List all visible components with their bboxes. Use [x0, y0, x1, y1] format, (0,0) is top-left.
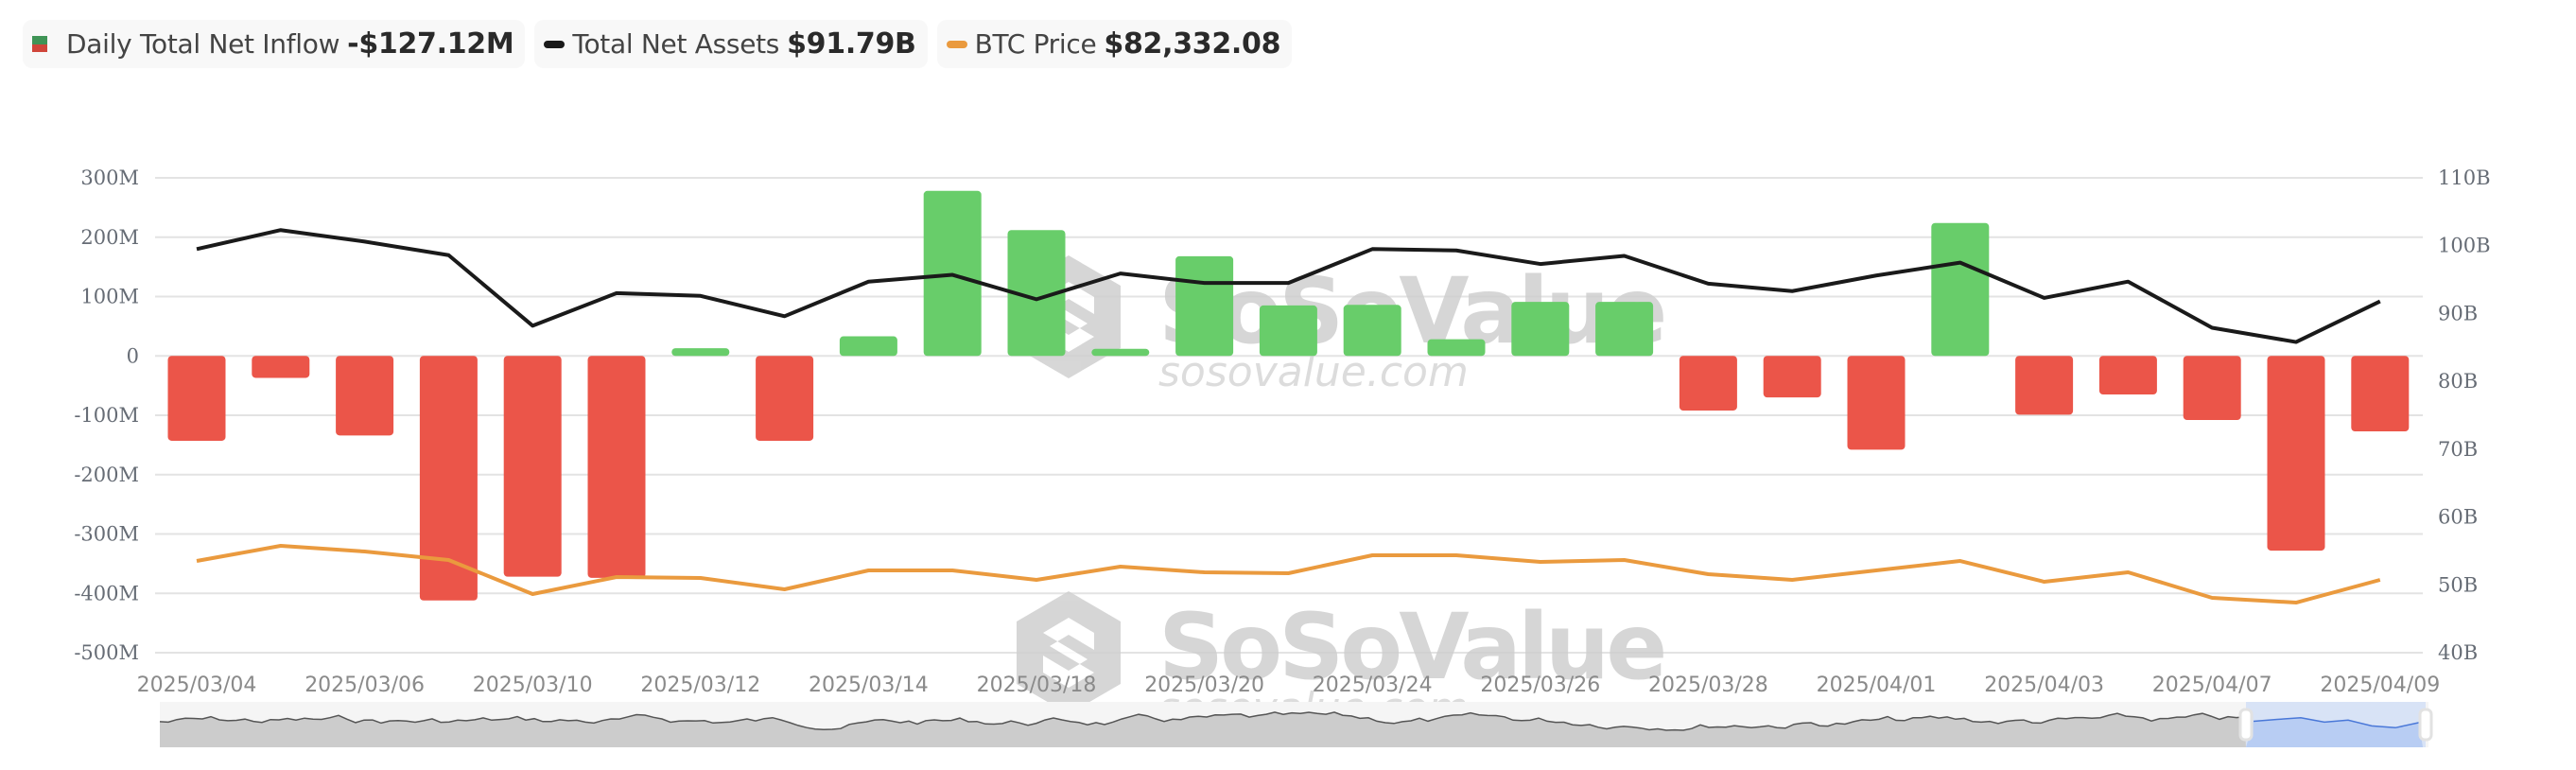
inflow-bar[interactable] [1847, 356, 1906, 450]
gridlines [155, 177, 2423, 654]
inflow-bar[interactable] [1175, 255, 1234, 357]
left-axis-tick: 0 [127, 344, 139, 367]
inflow-bar[interactable] [1679, 356, 1737, 411]
navigator-history-area [160, 711, 2246, 747]
x-axis-tick: 2025/04/09 [2320, 674, 2440, 697]
x-axis-tick: 2025/03/14 [809, 674, 929, 697]
inflow-bar[interactable] [1763, 356, 1821, 398]
right-y-axis: 110B 100B 90B 80B 70B 60B 50B 40B [2438, 166, 2491, 664]
right-axis-tick: 110B [2438, 166, 2491, 189]
navigator-right-handle[interactable] [2418, 708, 2433, 742]
legend-item-net-inflow[interactable]: Daily Total Net Inflow -$127.12M [23, 20, 526, 68]
green-red-bar-icon [32, 36, 47, 52]
left-axis-tick: 300M [80, 166, 139, 189]
left-y-axis: 300M 200M 100M 0 -100M -200M -300M -400M -500M [74, 166, 139, 664]
legend-label: BTC Price [974, 28, 1097, 60]
navigator-left-handle[interactable] [2238, 708, 2254, 742]
x-axis-tick: 2025/03/28 [1648, 674, 1768, 697]
x-axis-tick: 2025/03/26 [1480, 674, 1600, 697]
inflow-bar[interactable] [503, 356, 562, 577]
black-line-icon [544, 40, 566, 48]
right-axis-tick: 40B [2438, 641, 2478, 664]
x-axis-tick: 2025/03/12 [640, 674, 760, 697]
left-axis-tick: -300M [74, 523, 139, 546]
inflow-bar[interactable] [2351, 356, 2410, 432]
inflow-bar[interactable] [1259, 305, 1317, 357]
inflow-bar[interactable] [1511, 302, 1570, 357]
left-axis-tick: -100M [74, 404, 139, 427]
inflow-bar[interactable] [1595, 302, 1654, 357]
x-axis-tick: 2025/03/18 [977, 674, 1097, 697]
x-axis-tick: 2025/03/24 [1313, 674, 1433, 697]
x-axis-tick: 2025/03/10 [473, 674, 593, 697]
left-axis-tick: 100M [80, 286, 139, 308]
btc-price-line[interactable] [196, 544, 2381, 605]
legend-item-btc-price[interactable]: BTC Price $82,332.08 [936, 20, 1293, 68]
inflow-bar[interactable] [671, 348, 730, 357]
inflow-bar[interactable] [2098, 356, 2157, 395]
inflow-bar[interactable] [2015, 356, 2074, 415]
legend-label: Daily Total Net Inflow [66, 28, 340, 60]
x-axis: 2025/03/04 2025/03/06 2025/03/10 2025/03/12… [137, 674, 2441, 697]
x-axis-tick: 2025/04/01 [1817, 674, 1937, 697]
inflow-bar[interactable] [1343, 305, 1401, 357]
x-axis-tick: 2025/04/03 [1984, 674, 2104, 697]
inflow-bar[interactable] [1091, 348, 1150, 357]
inflow-bar[interactable] [419, 356, 478, 601]
right-axis-tick: 80B [2438, 370, 2478, 393]
x-axis-tick: 2025/03/04 [137, 674, 257, 697]
legend-value: $91.79B [787, 27, 916, 61]
inflow-bar[interactable] [2267, 356, 2325, 551]
inflow-bar[interactable] [839, 336, 897, 357]
right-axis-tick: 100B [2438, 235, 2491, 257]
inflow-bar[interactable] [167, 356, 226, 441]
x-axis-tick: 2025/03/06 [305, 674, 425, 697]
legend-value: $82,332.08 [1104, 27, 1281, 61]
svg-text:sosovalue.com: sosovalue.com [1158, 348, 1469, 396]
inflow-bar[interactable] [336, 356, 394, 436]
svg-text:SoSoValue: SoSoValue [1158, 594, 1663, 700]
left-axis-tick: -200M [74, 464, 139, 486]
legend-item-total-net-assets[interactable]: Total Net Assets $91.79B [534, 20, 928, 68]
series-lines[interactable] [196, 228, 2381, 605]
legend: Daily Total Net Inflow -$127.12M Total N… [23, 20, 1293, 68]
left-axis-tick: 200M [80, 226, 139, 249]
right-axis-tick: 50B [2438, 573, 2478, 596]
inflow-bar[interactable] [756, 356, 814, 441]
legend-label: Total Net Assets [572, 28, 780, 60]
right-axis-tick: 90B [2438, 302, 2478, 324]
right-axis-tick: 70B [2438, 438, 2478, 461]
inflow-bar[interactable] [2183, 356, 2241, 421]
legend-value: -$127.12M [347, 27, 514, 61]
x-axis-tick: 2025/03/20 [1144, 674, 1264, 697]
left-axis-tick: -500M [74, 641, 139, 664]
right-axis-tick: 60B [2438, 506, 2478, 529]
inflow-bar[interactable] [1427, 339, 1486, 357]
inflow-bar[interactable] [252, 356, 310, 378]
orange-line-icon [946, 40, 967, 48]
left-axis-tick: -400M [74, 582, 139, 604]
inflow-bar[interactable] [1007, 230, 1066, 357]
inflow-bar[interactable] [587, 356, 646, 578]
inflow-bar[interactable] [1931, 222, 1990, 357]
range-navigator[interactable] [159, 702, 2433, 747]
total-net-assets-line[interactable] [196, 228, 2381, 344]
svg-text:SoSoValue: SoSoValue [1158, 258, 1663, 364]
sosovalue-logo-icon [1017, 591, 1121, 714]
x-axis-tick: 2025/04/07 [2152, 674, 2272, 697]
